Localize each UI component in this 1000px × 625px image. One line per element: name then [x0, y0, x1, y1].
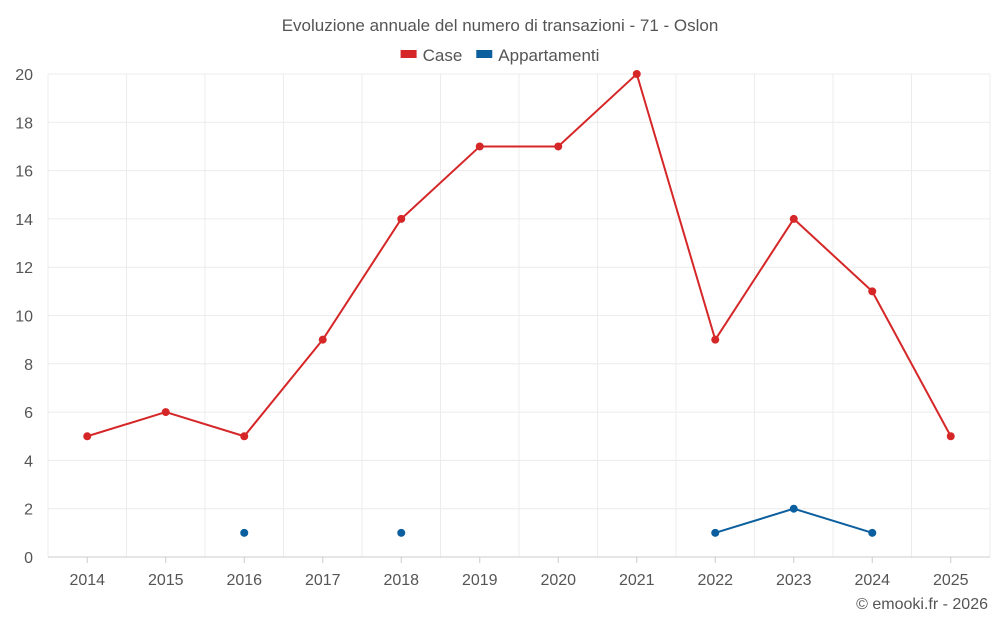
chart-title: Evoluzione annuale del numero di transaz… [282, 16, 719, 35]
y-tick-label: 8 [24, 357, 33, 374]
y-tick-label: 18 [15, 115, 33, 132]
series-appartamenti [240, 504, 877, 537]
data-point[interactable] [318, 335, 327, 344]
x-tick-label: 2025 [933, 572, 969, 589]
axes: 0 2 4 6 8 10 12 14 16 18 20 2014 2015 2016 2017 2018 201… [15, 67, 990, 589]
y-tick-label: 0 [24, 550, 33, 567]
series-line-segment [871, 290, 952, 438]
series-line-segment [86, 411, 167, 438]
series-line-segment [714, 217, 795, 341]
x-tick-label: 2015 [148, 572, 184, 589]
data-point[interactable] [83, 432, 92, 441]
x-tick-label: 2023 [776, 572, 812, 589]
y-tick-label: 10 [15, 309, 33, 326]
legend-label: Appartamenti [498, 46, 599, 65]
data-point[interactable] [397, 214, 406, 223]
series-line-segment [321, 217, 403, 341]
data-point[interactable] [789, 504, 798, 513]
data-point[interactable] [554, 142, 563, 151]
series-line-segment [243, 338, 324, 438]
legend-item-appartamenti[interactable]: Appartamenti [476, 46, 599, 65]
data-point[interactable] [240, 432, 249, 441]
legend-label: Case [423, 46, 463, 65]
y-tick-label: 2 [24, 502, 33, 519]
series-line-segment [792, 507, 874, 534]
x-tick-label: 2017 [305, 572, 341, 589]
credit-text: © emooki.fr - 2026 [856, 596, 988, 613]
legend: Case Appartamenti [400, 46, 599, 65]
y-tick-label: 16 [15, 164, 33, 181]
x-tick-label: 2019 [462, 572, 498, 589]
y-tick-label: 12 [15, 260, 33, 277]
data-point[interactable] [240, 528, 249, 537]
series-line-segment [400, 145, 481, 220]
y-tick-label: 14 [15, 212, 33, 229]
data-point[interactable] [868, 287, 877, 296]
data-point[interactable] [161, 408, 170, 417]
y-tick-label: 20 [15, 67, 33, 84]
series-line-segment [714, 507, 795, 534]
legend-item-case[interactable]: Case [400, 46, 463, 65]
legend-swatch [476, 50, 493, 58]
data-point[interactable] [475, 142, 484, 151]
series-line-segment [164, 411, 246, 438]
y-tick-label: 6 [24, 405, 33, 422]
legend-swatch [400, 50, 417, 58]
data-point[interactable] [789, 214, 798, 223]
series-layer [83, 70, 955, 537]
data-point[interactable] [632, 70, 641, 78]
series-line-segment [635, 73, 717, 341]
data-point[interactable] [946, 432, 955, 441]
series-case [83, 70, 955, 441]
x-tick-label: 2016 [226, 572, 262, 589]
data-point[interactable] [397, 528, 406, 537]
data-point[interactable] [711, 528, 720, 537]
grid-lines [47, 73, 991, 557]
series-line-segment [792, 217, 874, 293]
series-line-segment [557, 73, 638, 148]
x-tick-label: 2021 [619, 572, 655, 589]
data-point[interactable] [711, 335, 720, 344]
x-tick-label: 2018 [383, 572, 419, 589]
x-tick-label: 2022 [697, 572, 733, 589]
data-point[interactable] [868, 528, 877, 537]
x-tick-label: 2014 [69, 572, 105, 589]
x-tick-label: 2024 [854, 572, 890, 589]
x-tick-label: 2020 [540, 572, 576, 589]
y-tick-label: 4 [24, 453, 33, 470]
